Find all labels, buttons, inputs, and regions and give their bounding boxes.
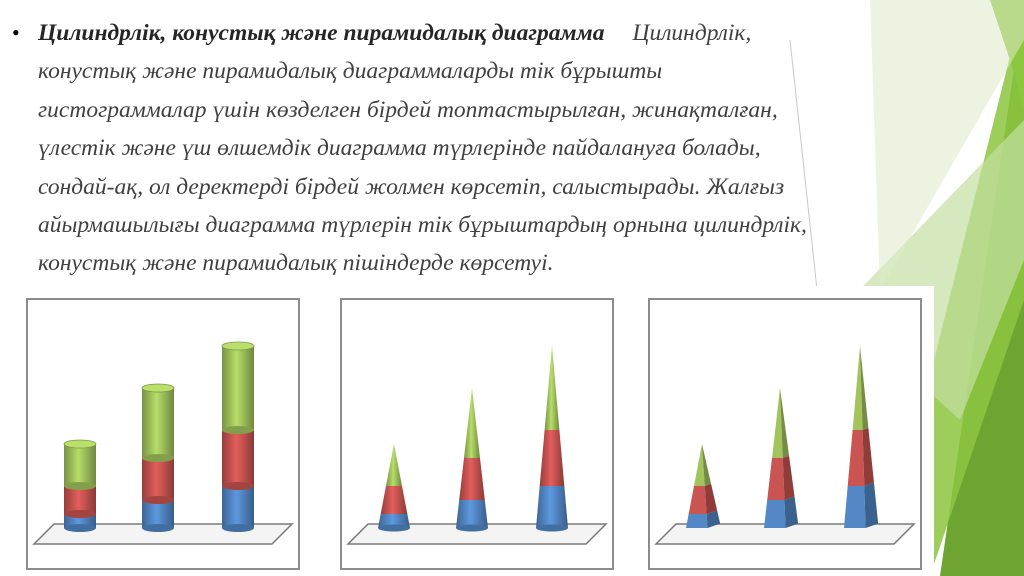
chart-segment-edge	[142, 496, 174, 504]
chart-segment-side	[782, 455, 795, 500]
chart-segment-side	[780, 388, 790, 458]
chart-segment-edge	[222, 482, 254, 490]
pyramid-chart-frame	[648, 298, 922, 570]
chart-segment	[764, 500, 786, 528]
chart-segment	[142, 388, 174, 458]
chart-segment	[222, 430, 254, 486]
chart-segment-side	[862, 428, 874, 486]
cone-chart-frame	[340, 298, 614, 570]
chart-segment-edge	[456, 524, 488, 532]
chart-segment-top	[221, 341, 255, 351]
chart-segment-edge	[536, 524, 568, 532]
cone-chart	[346, 346, 608, 545]
body-line: үлестік және үш өлшемдік диаграмма түрле…	[38, 135, 761, 162]
chart-segment-edge	[222, 426, 254, 434]
chart-segment	[536, 486, 568, 528]
bullet-icon: •	[12, 20, 20, 45]
chart-segment	[64, 486, 96, 514]
chart-segment	[686, 514, 708, 528]
cylinder-chart-frame	[26, 298, 300, 570]
chart-segment	[844, 486, 866, 528]
chart-segment-edge	[142, 524, 174, 532]
chart-segment	[459, 458, 485, 500]
body-line: Цилиндрлік,	[632, 20, 752, 46]
chart-segment	[772, 388, 783, 458]
body-line: конустық және пирамидалық диаграммаларды…	[38, 58, 663, 85]
chart-segment-edge	[142, 454, 174, 462]
chart-segment	[378, 514, 410, 528]
chart-segment-side	[860, 346, 869, 430]
chart-segment	[142, 458, 174, 500]
chart-segment	[222, 346, 254, 430]
chart-segment-side	[704, 483, 718, 514]
chart-segment-edge	[222, 524, 254, 532]
slide-text-block: • Цилиндрлік, конустық және пирамидалық …	[8, 14, 1008, 283]
chart-segment-side	[864, 482, 879, 528]
chart-floor	[654, 523, 916, 545]
chart-segment	[852, 346, 863, 430]
chart-segment-edge	[64, 524, 96, 532]
body-line: конустық және пирамидалық пішіндерде көр…	[38, 250, 554, 277]
chart-segment	[688, 486, 707, 514]
chart-segment-edge	[378, 524, 410, 532]
chart-segment	[464, 388, 480, 458]
slide-title: Цилиндрлік, конустық және пирамидалық ди…	[38, 20, 605, 46]
chart-segment	[847, 430, 865, 486]
chart-segment	[694, 444, 705, 486]
chart-segment-top	[141, 383, 175, 393]
chart-segment	[380, 486, 408, 514]
body-line: гистограммалар үшін көзделген бірдей топ…	[38, 96, 778, 123]
pyramid-chart	[654, 346, 916, 545]
chart-segment-side	[702, 444, 712, 486]
chart-segment-side	[784, 496, 799, 528]
chart-segment	[64, 444, 96, 486]
chart-segment-side	[706, 510, 721, 528]
chart-segment	[386, 444, 402, 486]
chart-segment	[539, 430, 565, 486]
body-line: сондай-ақ, ол деректерді бірдей жолмен к…	[38, 173, 785, 200]
chart-segment	[64, 514, 96, 528]
chart-segment	[222, 486, 254, 528]
cylinder-chart	[32, 341, 294, 545]
chart-segment-edge	[64, 482, 96, 490]
chart-segment	[544, 346, 560, 430]
chart-segment-edge	[64, 510, 96, 518]
body-line: айырмашылығы диаграмма түрлерін тік бұры…	[38, 212, 807, 239]
chart-segment	[142, 500, 174, 528]
bullet-paragraph: • Цилиндрлік, конустық және пирамидалық …	[8, 14, 1008, 52]
chart-segment	[767, 458, 785, 500]
chart-segment-top	[63, 439, 97, 449]
chart-segment	[456, 500, 488, 528]
